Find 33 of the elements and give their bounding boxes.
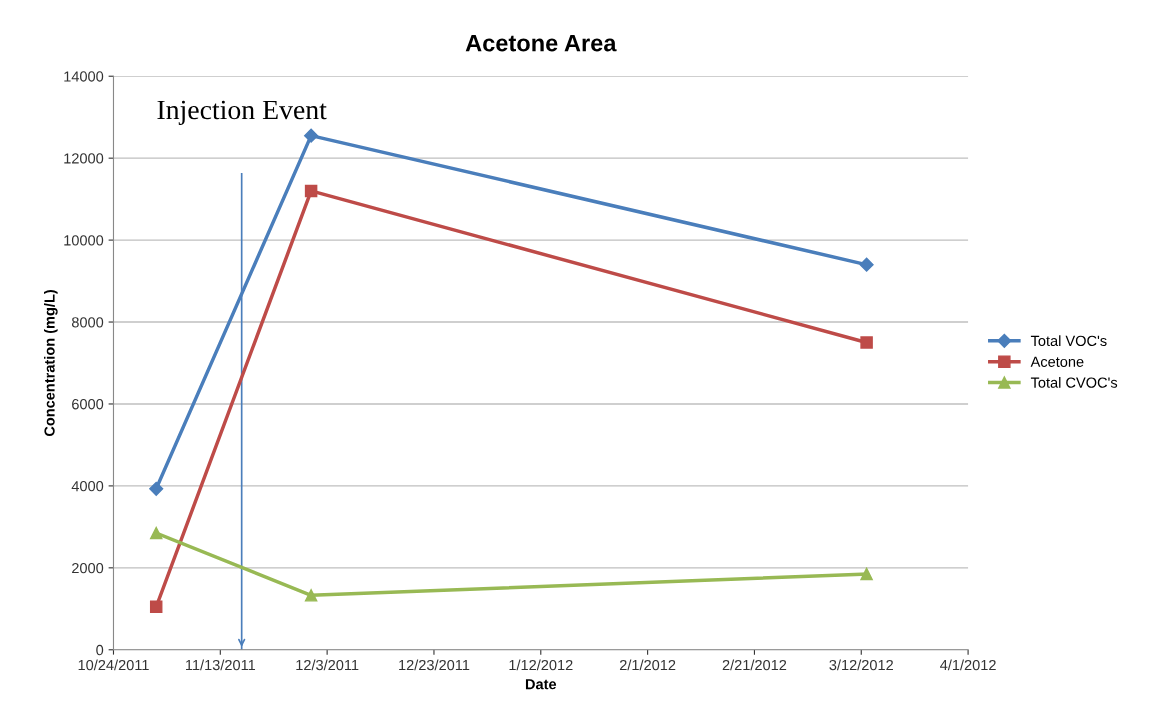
y-tick-label: 14000 [64,71,104,82]
y-tick-label: 0 [96,644,104,656]
point [860,336,873,349]
x-tick-label: 12/23/2011 [399,659,470,671]
y-tick-label: 6000 [72,399,104,410]
point [304,128,319,143]
point [304,184,318,198]
x-tick-label: 1/12/2012 [509,659,573,671]
y-tick-label: 12000 [64,153,104,164]
y-tick-label: 2000 [72,562,104,574]
x-tick-label: 2/1/2012 [619,659,676,671]
y-tick-label: 8000 [71,317,104,328]
x-tick-label: 4/1/2012 [940,659,996,671]
point [149,481,164,496]
x-tick-label: 10/24/2011 [78,659,149,671]
x-axis-title: Date [525,679,557,690]
x-tick-label: 11/13/2011 [186,659,256,671]
x-tick-label: 2/21/2012 [722,659,787,671]
point [304,589,318,602]
x-tick-label: 3/12/2012 [829,659,893,671]
ref-line-label: Injection Event [157,100,327,125]
legend-label: Acetone [1030,356,1084,367]
point [149,526,163,540]
point [859,257,874,272]
y-tick-label: 4000 [71,481,104,492]
x-tick-label: 12/3/2011 [296,659,359,671]
y-tick-label: 10000 [64,235,104,246]
chart-title: Acetone Area [465,34,617,52]
legend-label: Total CVOC's [1030,377,1118,388]
point [860,567,873,581]
y-axis-title: Concentration (mg/L) [44,290,58,437]
point [149,600,163,614]
legend-label: Total VOC's [1030,335,1107,347]
